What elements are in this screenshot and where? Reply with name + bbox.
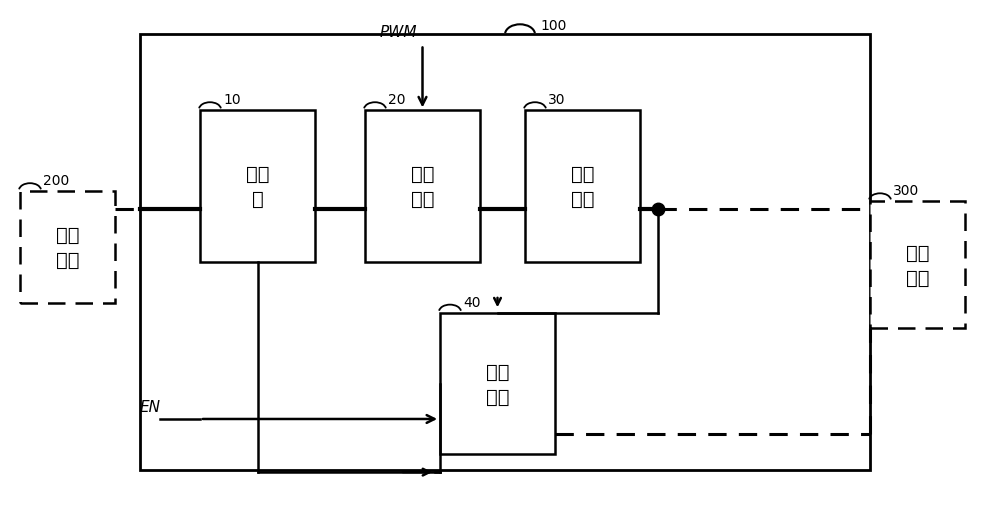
Text: 发光
模块: 发光 模块 xyxy=(906,243,929,287)
Text: PWM: PWM xyxy=(380,25,418,40)
Bar xyxy=(870,202,965,328)
Text: 采样
模块: 采样 模块 xyxy=(571,165,594,209)
Text: EN: EN xyxy=(140,399,161,414)
Text: 20: 20 xyxy=(388,93,406,107)
Text: 300: 300 xyxy=(893,184,919,198)
Bar xyxy=(525,111,640,263)
Text: 电源
模块: 电源 模块 xyxy=(56,226,79,269)
Text: 开关
模块: 开关 模块 xyxy=(411,165,434,209)
Bar xyxy=(200,111,315,263)
Text: 40: 40 xyxy=(463,295,480,309)
Text: 恒流
模块: 恒流 模块 xyxy=(486,362,509,406)
Text: 10: 10 xyxy=(223,93,241,107)
Text: 200: 200 xyxy=(43,174,69,188)
Bar xyxy=(365,111,480,263)
Bar xyxy=(440,313,555,454)
Text: 100: 100 xyxy=(540,19,566,33)
Text: 输入
端: 输入 端 xyxy=(246,165,269,209)
Bar xyxy=(140,35,870,470)
Text: 30: 30 xyxy=(548,93,566,107)
Bar xyxy=(20,192,115,303)
